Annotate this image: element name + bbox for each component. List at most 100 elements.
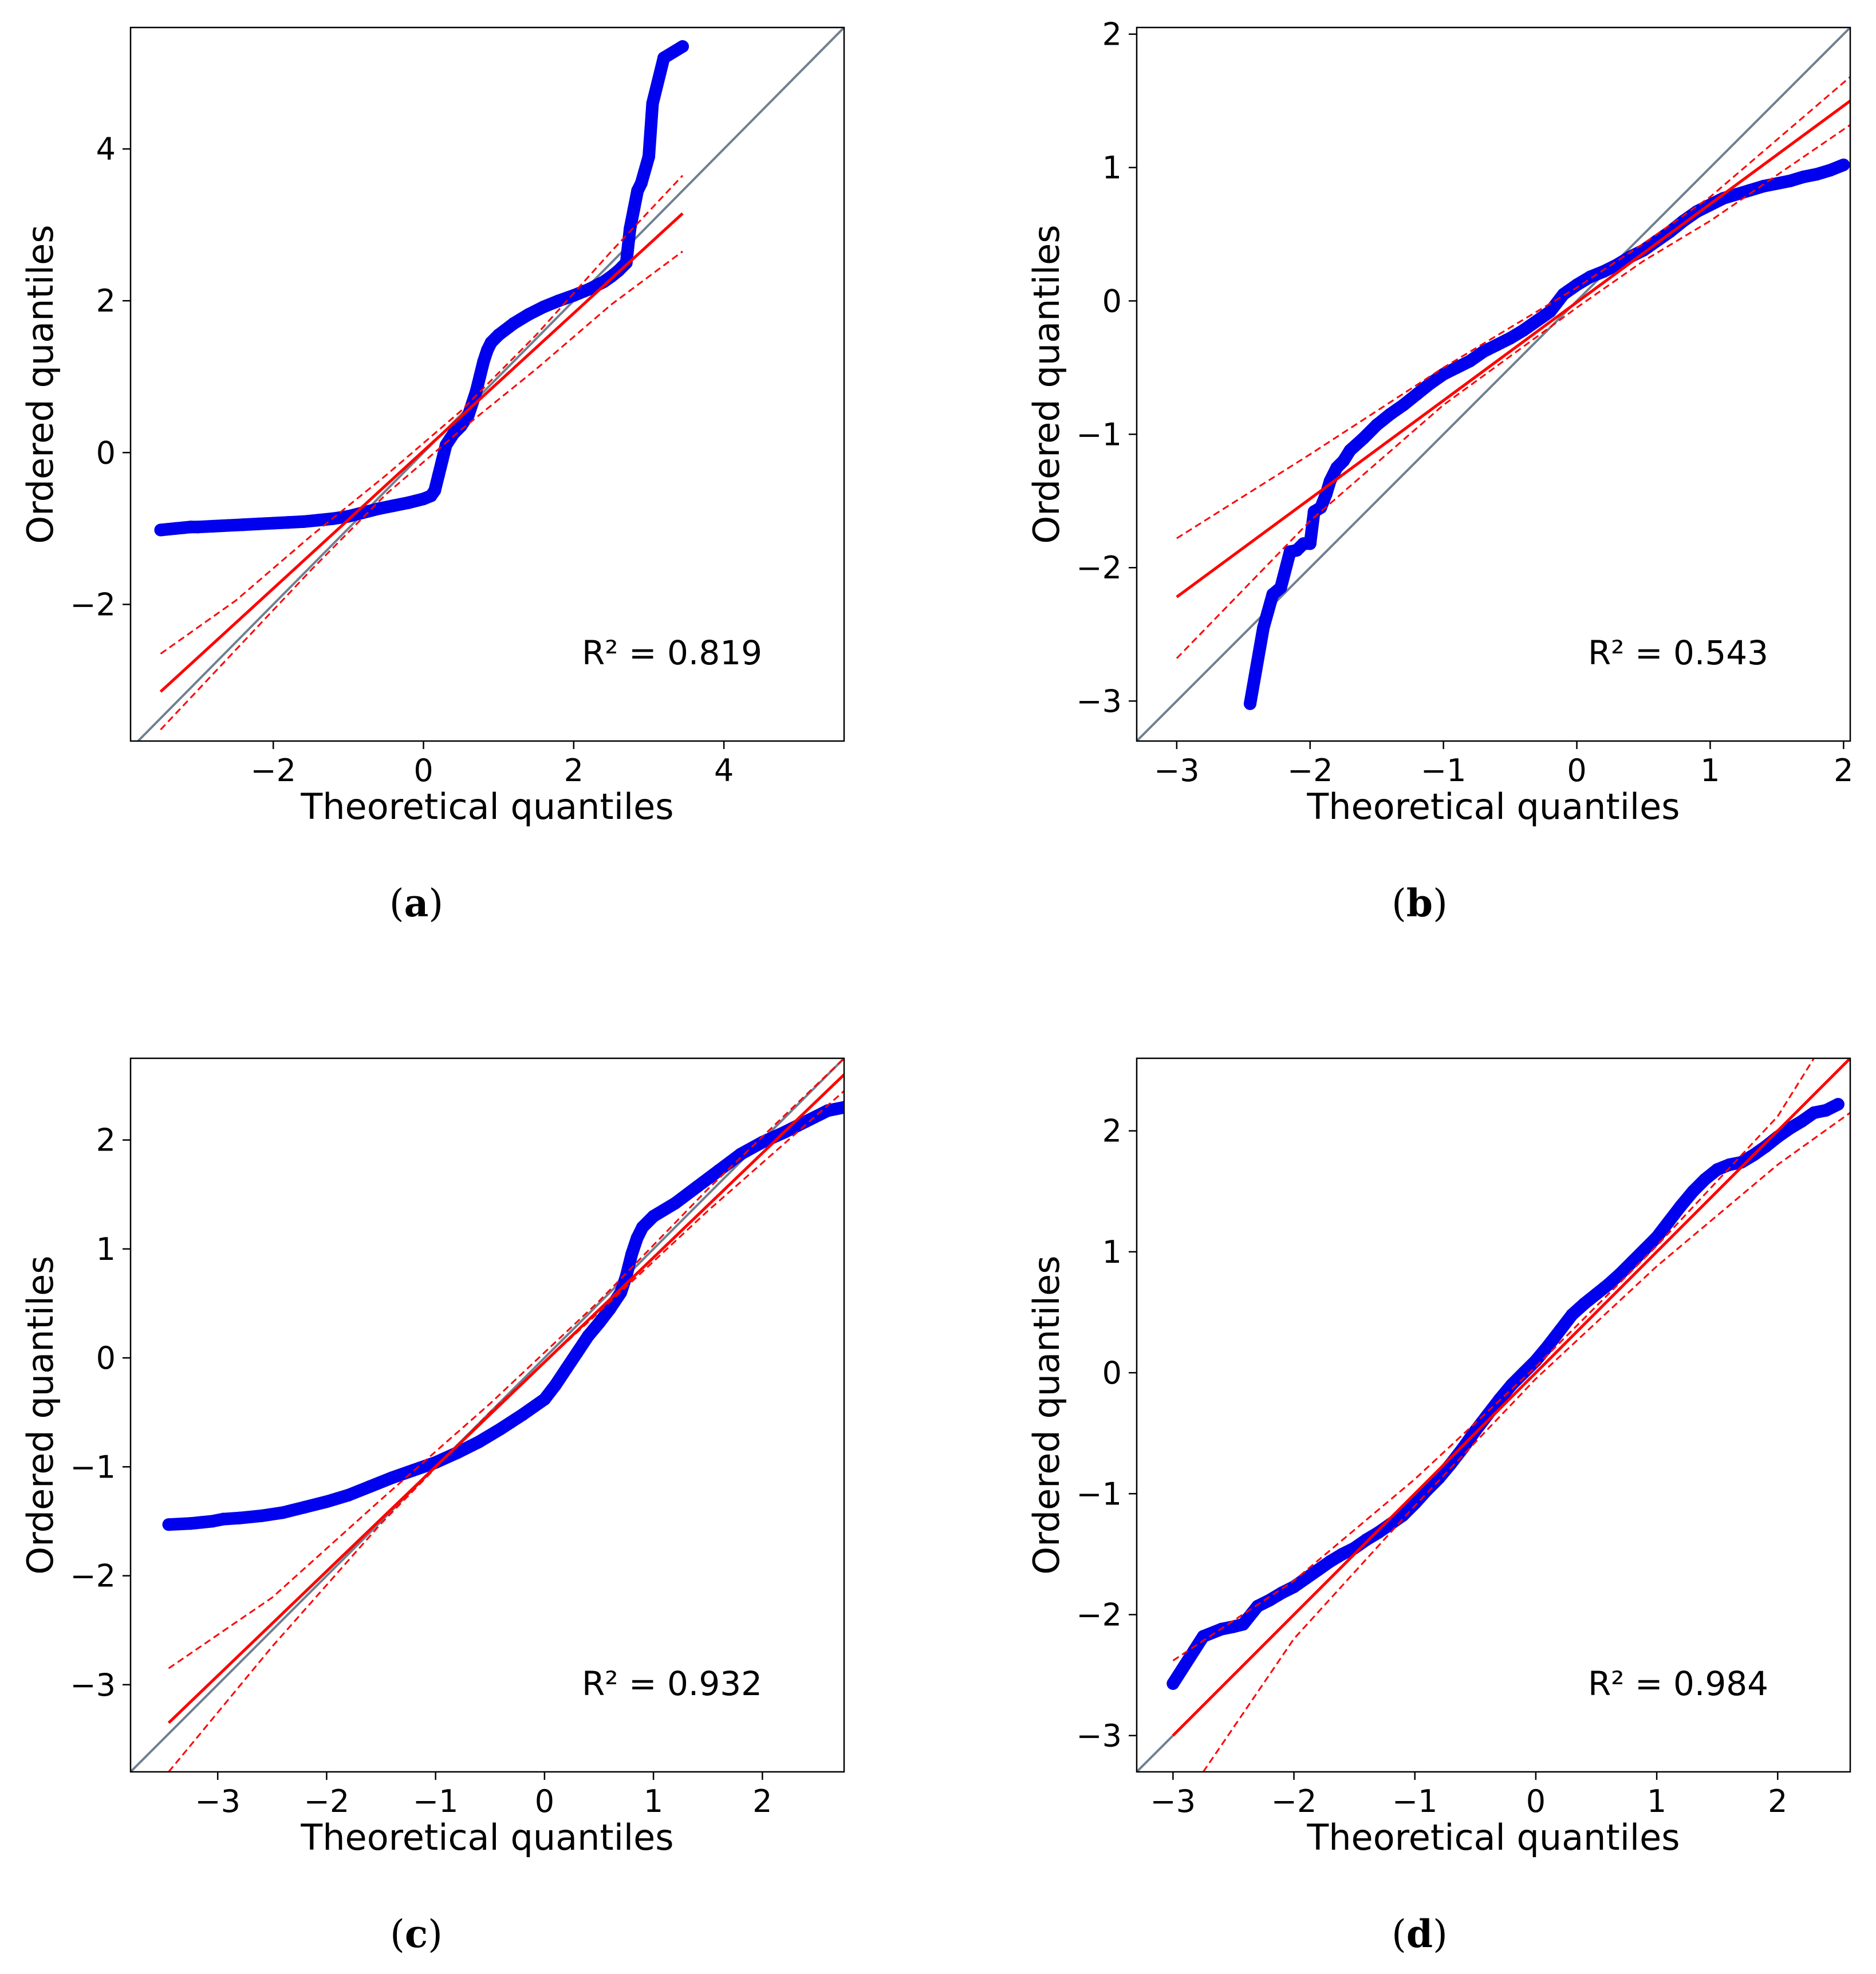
panel-a-fit-line [159,212,684,693]
panel-c-y-tick-label: 1 [96,1231,116,1267]
panel-a-y-axis-label: Ordered quantiles [19,224,61,543]
panel-a-plot-area: −2 0 2 4 −2 0 2 4 [70,26,845,789]
panel-a-axes-frame [129,26,845,742]
panel-a-y-tick-label: 4 [96,131,116,167]
panel-b-plot-area: −3 −2 −1 0 1 2 −3 −2 −1 0 1 2 [1076,17,1853,789]
panel-d-y-tick-label: −2 [1076,1597,1122,1633]
panel-b-y-tick-label: −2 [1076,550,1122,586]
panel-d-fit-line [1172,1058,1850,1737]
panel-d-x-axis-label: Theoretical quantiles [1306,1817,1680,1858]
panel-a-band-lower [160,250,683,731]
panel-c-x-tick-label: 2 [752,1783,772,1819]
panel-a: −2 0 2 4 −2 0 2 4 R² = 0.819 Theoretical quanti… [19,26,845,925]
panel-b-caption: (b) [1392,881,1448,925]
panel-b-x-tick-label: −2 [1287,752,1333,789]
panel-c-x-tick-label: −1 [413,1783,459,1819]
panel-b-y-tick-label: 1 [1102,150,1122,186]
panel-b-caption-letter: b [1406,881,1433,925]
panel-b-clipped-marks [1137,27,1850,741]
panel-c-y-tick-label: 2 [96,1122,116,1159]
panel-c-caption: (c) [390,1912,443,1956]
panel-d-y-tick-label: 1 [1102,1234,1122,1270]
panel-c-clipped-marks [131,1058,844,1772]
panel-d-plot-area: −3 −2 −1 0 1 2 −3 −2 −1 0 1 2 [1076,1057,1851,1819]
panel-a-point-trail [657,40,689,65]
panel-b-point-trail [1824,158,1850,177]
panel-a-reference-line [136,27,844,741]
panel-c-y-tick-label: −2 [70,1558,116,1594]
panel-a-x-tick-label: 4 [714,752,734,789]
panel-a-x-axis-label: Theoretical quantiles [300,786,673,828]
panel-b-x-tick-label: 0 [1567,752,1586,789]
panel-d-y-axis-label: Ordered quantiles [1026,1255,1067,1574]
panel-d-y-tick-label: 2 [1102,1113,1122,1149]
panel-d-caption: (d) [1392,1912,1448,1956]
panel-d-x-tick-label: −1 [1392,1783,1438,1819]
panel-d-y-tick-label: −1 [1076,1476,1122,1512]
panel-b-x-tick-label: 1 [1700,752,1720,789]
panel-c-y-tick-label: −3 [70,1667,116,1703]
panel-c-plot-area: −3 −2 −1 0 1 2 −3 −2 −1 0 1 2 [70,1057,845,1819]
panel-a-y-tick-label: 2 [96,283,116,319]
panel-c-x-tick-label: 0 [535,1783,554,1819]
panel-a-x-tick-label: 0 [413,752,433,789]
panel-b-r2-label: R² = 0.543 [1588,633,1768,672]
panel-b-x-tick-label: −3 [1154,752,1200,789]
panel-c-x-axis-label: Theoretical quantiles [300,1817,673,1858]
panel-b-x-tick-label: −1 [1421,752,1467,789]
panel-a-y-tick-label: 0 [96,435,116,471]
panel-a-r2-label: R² = 0.819 [582,633,762,672]
panel-d-caption-letter: d [1406,1912,1433,1956]
panel-c-x-tick-label: −3 [195,1783,241,1819]
panel-d-y-tick-label: −3 [1076,1718,1122,1754]
panel-d-clipped-marks [1137,1058,1850,1772]
panel-c-caption-letter: c [405,1912,428,1956]
panel-c-band-lower [168,1090,844,1772]
panel-d-x-tick-label: 2 [1768,1783,1787,1819]
panel-a-point-trail [646,52,671,110]
panel-c-y-tick-label: 0 [96,1340,116,1376]
panel-a-clipped-marks [136,27,844,741]
panel-d-x-tick-label: 1 [1647,1783,1666,1819]
panel-b-y-tick-label: 0 [1102,283,1122,319]
panel-b-band-lower [1176,124,1850,659]
panel-c-x-tick-label: −2 [304,1783,350,1819]
panel-d: −3 −2 −1 0 1 2 −3 −2 −1 0 1 2 R² = 0.984 Theoretica… [1026,1057,1851,1956]
panel-b-y-axis-label: Ordered quantiles [1026,224,1067,543]
panel-c-band-upper [168,1058,844,1669]
panel-d-x-tick-label: −3 [1150,1783,1196,1819]
panel-c-r2-label: R² = 0.932 [582,1664,762,1703]
panel-c: −3 −2 −1 0 1 2 −3 −2 −1 0 1 2 R² = 0.932 Theoretica… [19,1057,845,1956]
panel-d-x-tick-label: 0 [1526,1783,1546,1819]
panel-b-x-axis-label: Theoretical quantiles [1306,786,1680,828]
panel-b-y-tick-label: −1 [1076,416,1122,452]
panel-b-y-tick-label: 2 [1102,17,1122,53]
panel-c-fit-line [167,1073,844,1724]
panel-d-band-lower [1202,1112,1850,1772]
panel-d-point-trail [1819,1098,1845,1117]
panel-b-y-tick-label: −3 [1076,683,1122,719]
panel-a-x-tick-label: −2 [250,752,296,789]
panel-d-band-upper [1172,1058,1815,1661]
panel-b-reference-line [1137,27,1850,741]
panel-c-y-tick-label: −1 [70,1449,116,1485]
panel-a-caption: (a) [389,881,443,925]
panel-b-axes-frame [1136,26,1851,742]
panel-a-caption-letter: a [404,881,429,925]
panel-d-y-tick-label: 0 [1102,1355,1122,1391]
panel-b: −3 −2 −1 0 1 2 −3 −2 −1 0 1 2 R² = 0.543 Theoretica… [1026,17,1854,925]
panel-d-x-tick-label: −2 [1271,1783,1317,1819]
panel-c-axes-frame [129,1057,845,1773]
panel-d-axes-frame [1136,1057,1851,1773]
panel-b-x-tick-label: 2 [1834,752,1853,789]
panel-c-y-axis-label: Ordered quantiles [19,1255,61,1574]
panel-d-point-trail [1166,1630,1210,1690]
panel-d-r2-label: R² = 0.984 [1588,1664,1768,1703]
panel-a-point-trail [642,97,659,163]
panel-b-point-trail [1243,621,1270,710]
panel-a-y-tick-label: −2 [70,586,116,622]
panel-c-point-trail [821,1101,844,1117]
panel-b-fit-line [1176,100,1850,598]
